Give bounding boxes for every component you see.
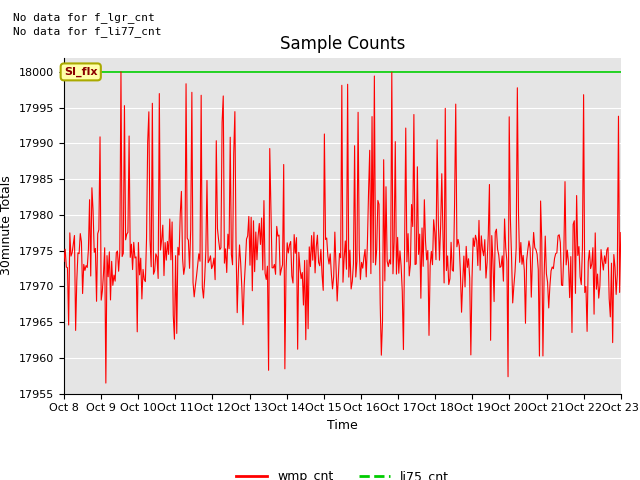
- Text: SI_flx: SI_flx: [64, 67, 97, 77]
- Y-axis label: 30minute Totals: 30minute Totals: [1, 176, 13, 276]
- Text: No data for f_li77_cnt: No data for f_li77_cnt: [13, 26, 161, 37]
- Text: No data for f_lgr_cnt: No data for f_lgr_cnt: [13, 12, 154, 23]
- Title: Sample Counts: Sample Counts: [280, 35, 405, 53]
- X-axis label: Time: Time: [327, 419, 358, 432]
- Legend: wmp_cnt, li75_cnt: wmp_cnt, li75_cnt: [231, 465, 454, 480]
